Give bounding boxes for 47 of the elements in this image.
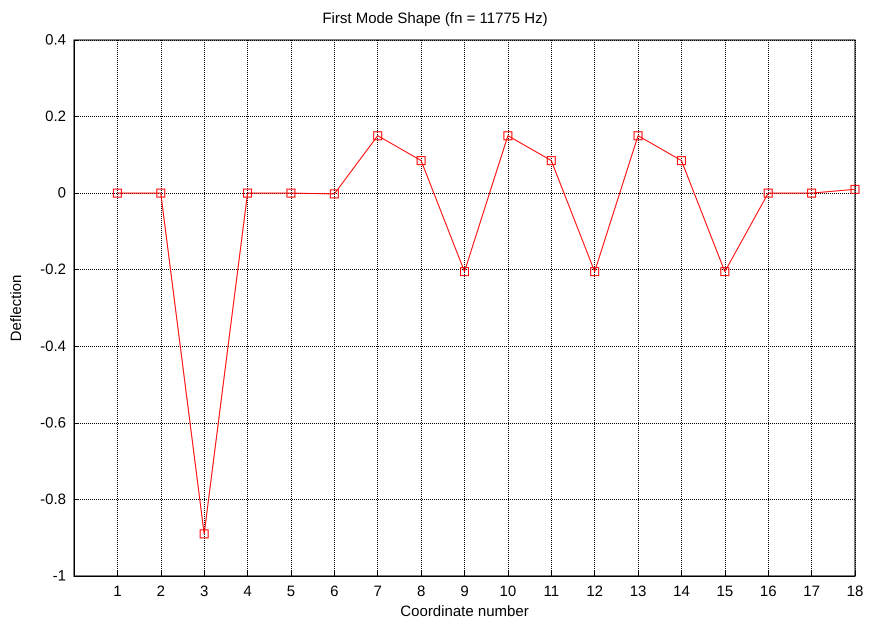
point (546, 156, 556, 166)
x-tick-label: 14 (673, 583, 690, 600)
point (243, 188, 252, 198)
y-tick-label: -1 (52, 568, 66, 584)
point (634, 131, 643, 140)
x-tick-label: 3 (200, 583, 208, 600)
point (373, 131, 382, 140)
chart-title: First Mode Shape (fn = 11775 Hz) (322, 10, 548, 27)
x-tick-label: 4 (243, 583, 252, 600)
x-tick-label: 10 (500, 583, 516, 600)
point (720, 267, 730, 276)
x-tick-label: 8 (416, 583, 426, 600)
x-tick-label: 11 (543, 583, 560, 600)
y-tick-label: -0.2 (40, 261, 66, 278)
point (764, 188, 773, 198)
y-tick-label: 0.4 (45, 32, 66, 48)
point (590, 267, 600, 276)
y-tick-label: 0 (58, 184, 66, 202)
x-tick-label: 7 (374, 583, 382, 600)
y-tick-label: -0.4 (40, 338, 66, 355)
x-tick-label: 9 (460, 583, 469, 600)
x-tick-label: 12 (586, 583, 604, 600)
y-tick-label: -0.6 (40, 414, 66, 432)
x-tick-label: 2 (156, 583, 165, 600)
x-tick-label: 16 (760, 583, 777, 600)
point (850, 184, 860, 194)
x-tick-label: 1 (113, 583, 122, 600)
x-tick-label: 18 (846, 583, 864, 600)
point (200, 529, 209, 538)
x-tick-label: 5 (286, 583, 296, 600)
point (676, 156, 686, 166)
x-axis-title: Coordinate number (400, 602, 529, 620)
y-tick-label: -0.8 (40, 490, 66, 508)
point (156, 188, 166, 198)
point (286, 188, 296, 198)
point (416, 156, 426, 166)
point (460, 267, 469, 276)
x-tick-label: 13 (630, 583, 646, 600)
x-tick-label: 15 (716, 583, 734, 600)
point (503, 131, 512, 140)
x-tick-label: 6 (330, 583, 339, 600)
x-tick-label: 17 (803, 583, 820, 600)
point (330, 189, 339, 198)
y-axis-title: Deflection (8, 274, 25, 342)
y-tick-label: 0.2 (45, 108, 66, 126)
point (807, 188, 816, 198)
point (112, 188, 122, 198)
